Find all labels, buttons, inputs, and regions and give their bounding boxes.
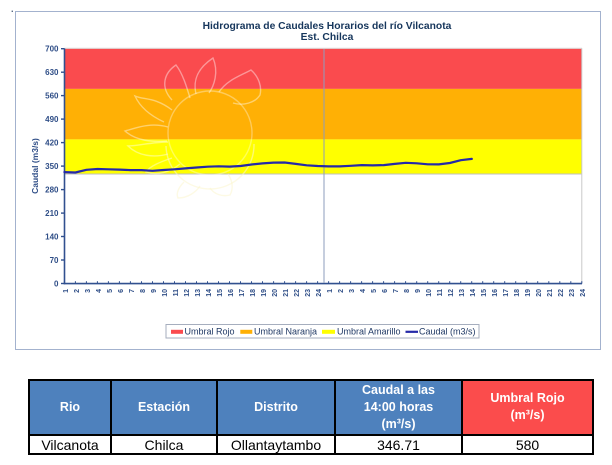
svg-text:Caudal (m3/s): Caudal (m3/s) xyxy=(30,138,40,194)
svg-text:12: 12 xyxy=(184,289,191,297)
svg-text:17: 17 xyxy=(239,289,246,297)
svg-text:Caudal (m3/s): Caudal (m3/s) xyxy=(419,327,476,337)
svg-text:4: 4 xyxy=(360,289,367,293)
svg-text:9: 9 xyxy=(151,289,158,293)
svg-text:12: 12 xyxy=(448,289,455,297)
svg-text:24: 24 xyxy=(580,289,587,297)
svg-text:18: 18 xyxy=(514,289,521,297)
svg-text:13: 13 xyxy=(195,289,202,297)
svg-text:0: 0 xyxy=(54,279,59,288)
svg-text:210: 210 xyxy=(45,209,59,218)
svg-text:19: 19 xyxy=(261,289,268,297)
svg-text:Umbral Rojo: Umbral Rojo xyxy=(185,327,235,337)
svg-text:3: 3 xyxy=(349,289,356,293)
svg-text:15: 15 xyxy=(217,289,224,297)
svg-text:23: 23 xyxy=(305,289,312,297)
svg-text:5: 5 xyxy=(371,289,378,293)
svg-text:17: 17 xyxy=(503,289,510,297)
svg-text:Umbral Amarillo: Umbral Amarillo xyxy=(337,327,401,337)
svg-text:70: 70 xyxy=(50,256,59,265)
svg-text:Umbral Naranja: Umbral Naranja xyxy=(254,327,317,337)
svg-text:280: 280 xyxy=(45,185,59,194)
svg-text:16: 16 xyxy=(492,289,499,297)
svg-text:11: 11 xyxy=(173,289,180,297)
svg-text:3: 3 xyxy=(85,289,92,293)
svg-text:22: 22 xyxy=(294,289,301,297)
svg-text:14: 14 xyxy=(206,289,213,297)
svg-text:2: 2 xyxy=(338,289,345,293)
svg-text:Est. Chilca: Est. Chilca xyxy=(301,32,354,43)
svg-text:700: 700 xyxy=(45,45,59,54)
svg-text:19: 19 xyxy=(525,289,532,297)
svg-text:20: 20 xyxy=(536,289,543,297)
svg-text:23: 23 xyxy=(569,289,576,297)
svg-text:4: 4 xyxy=(96,289,103,293)
svg-text:420: 420 xyxy=(45,138,59,147)
svg-text:7: 7 xyxy=(393,289,400,293)
svg-text:5: 5 xyxy=(107,289,114,293)
svg-text:9: 9 xyxy=(415,289,422,293)
svg-text:15: 15 xyxy=(481,289,488,297)
svg-text:1: 1 xyxy=(327,289,334,293)
svg-text:18: 18 xyxy=(250,289,257,297)
svg-text:13: 13 xyxy=(459,289,466,297)
svg-text:10: 10 xyxy=(162,289,169,297)
svg-text:490: 490 xyxy=(45,115,59,124)
svg-text:8: 8 xyxy=(140,289,147,293)
svg-text:20: 20 xyxy=(272,289,279,297)
svg-text:6: 6 xyxy=(382,289,389,293)
svg-text:21: 21 xyxy=(547,289,554,297)
svg-text:Hidrograma de Caudales Horario: Hidrograma de Caudales Horarios del río … xyxy=(203,21,452,32)
svg-text:10: 10 xyxy=(426,289,433,297)
svg-text:2: 2 xyxy=(74,289,81,293)
svg-text:140: 140 xyxy=(45,232,59,241)
svg-text:22: 22 xyxy=(558,289,565,297)
svg-text:16: 16 xyxy=(228,289,235,297)
svg-text:7: 7 xyxy=(129,289,136,293)
svg-text:350: 350 xyxy=(45,162,59,171)
svg-text:8: 8 xyxy=(404,289,411,293)
svg-text:14: 14 xyxy=(470,289,477,297)
svg-text:630: 630 xyxy=(45,68,59,77)
svg-text:24: 24 xyxy=(316,289,323,297)
svg-text:560: 560 xyxy=(45,91,59,100)
svg-text:1: 1 xyxy=(63,289,70,293)
svg-text:6: 6 xyxy=(118,289,125,293)
svg-text:21: 21 xyxy=(283,289,290,297)
svg-text:11: 11 xyxy=(437,289,444,297)
